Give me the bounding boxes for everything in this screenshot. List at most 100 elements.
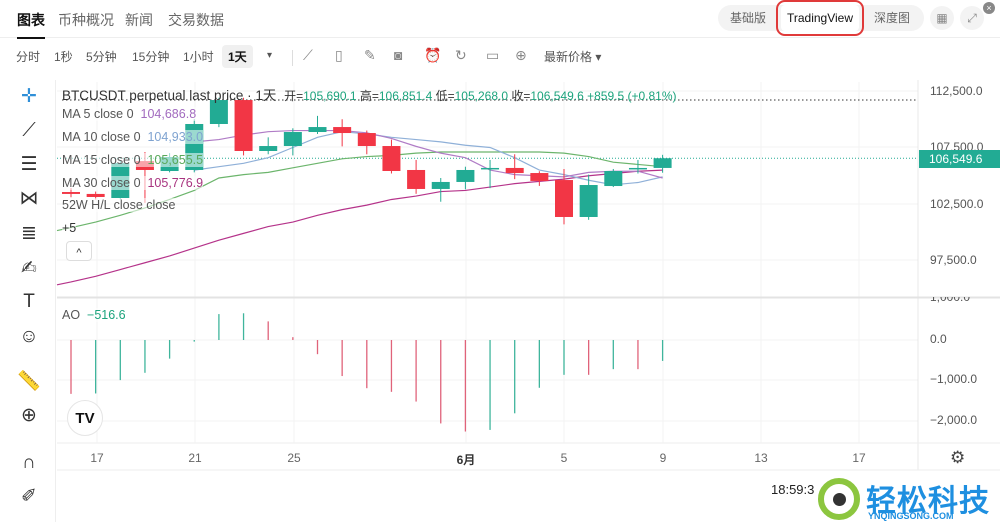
ohlc-values: 开=105,690.1 高=106,851.4 低=105,268.0 收=10…: [284, 89, 676, 103]
time-tick: 13: [754, 451, 768, 465]
time-tick: 6月: [456, 453, 476, 467]
candle-type-icon[interactable]: ▯: [335, 47, 343, 63]
candle-body: [86, 193, 105, 197]
collapse-legend-button[interactable]: ^: [66, 241, 92, 261]
time-tick: 5: [560, 451, 568, 465]
ao-tick: 0.0: [930, 332, 947, 346]
logo-ring: [818, 478, 860, 520]
brush-icon[interactable]: ✍: [21, 258, 37, 279]
drawing-toolbar: ✛ ⟋ ☰ ⋈ ≣ ✍ T ☺ 📏 ⊕ ∩ ✐: [0, 80, 56, 522]
candle-body: [308, 127, 327, 133]
ao-tick: −2,000.0: [930, 413, 978, 427]
camera-icon[interactable]: ◙: [394, 47, 403, 63]
interval-15m[interactable]: 15分钟: [132, 50, 170, 64]
high-label: 高=: [359, 89, 379, 103]
close-icon[interactable]: ×: [983, 2, 995, 14]
alarm-icon[interactable]: ⏰: [424, 47, 442, 63]
candle-body: [555, 180, 573, 217]
watermark-logo: 轻松科技 YNQINGSONG.COM: [816, 476, 1000, 522]
replay-icon[interactable]: ↻: [455, 47, 467, 63]
price-tick: 97,500.0: [930, 253, 977, 267]
interval-1s[interactable]: 1秒: [54, 50, 73, 64]
more-indicators[interactable]: +5: [62, 221, 77, 235]
emoji-icon[interactable]: ☺: [19, 326, 39, 347]
price-type-select[interactable]: 最新价格 ▾: [544, 50, 602, 64]
magnet-icon[interactable]: ∩: [22, 452, 36, 473]
chart-toolbar: 分时 1秒 5分钟 15分钟 1小时 1天 ▾ ⟋ ▯ ✎ ◙ ⏰ ↻ ▭ ⊕ …: [0, 42, 1000, 72]
ruler-icon[interactable]: 📏: [17, 371, 41, 392]
price-tick: 112,500.0: [930, 84, 983, 98]
ao-value: −516.6: [87, 308, 126, 322]
candle-body: [579, 185, 598, 217]
candle-body: [431, 181, 450, 189]
low-label: 低=: [435, 89, 455, 103]
ma30-legend[interactable]: MA 30 close 0 105,776.9: [62, 176, 204, 190]
fullscreen-icon[interactable]: ⤢: [960, 6, 984, 30]
time-tick: 17: [90, 451, 104, 465]
tab-news[interactable]: 新闻: [125, 12, 153, 28]
candle-body: [283, 132, 302, 147]
interval-1h[interactable]: 1小时: [183, 50, 214, 64]
view-basic[interactable]: 基础版: [729, 11, 766, 25]
view-depth[interactable]: 深度图: [873, 11, 910, 25]
ma30-value: 105,776.9: [147, 176, 204, 190]
open-label: 开=: [284, 89, 304, 103]
candle-body: [530, 173, 549, 181]
ao-legend[interactable]: AO −516.6: [62, 308, 126, 322]
open-value: 105,690.1: [303, 89, 357, 103]
time-tick: 21: [188, 451, 202, 465]
last-price-label: 106,549.6: [919, 150, 1000, 168]
high-value: 106,851.4: [378, 89, 433, 103]
candle-body: [259, 146, 278, 151]
ma10-line: [194, 131, 663, 186]
clock: 18:59:3: [771, 482, 815, 497]
tab-coin-overview[interactable]: 币种概况: [58, 12, 114, 28]
tab-chart[interactable]: 图表: [17, 12, 45, 39]
view-switch: 基础版 TradingView 深度图: [718, 0, 924, 36]
add-icon[interactable]: ⊕: [515, 47, 527, 63]
crosshair-icon[interactable]: ✛: [21, 86, 37, 107]
ma15-value: 105,655.5: [147, 153, 204, 167]
change-value: +859.5 (+0.81%): [587, 89, 677, 103]
ma10-legend[interactable]: MA 10 close 0 104,933.0: [62, 130, 204, 144]
symbol-title: BTCUSDT perpetual last price · 1天: [62, 88, 277, 103]
time-tick: 9: [659, 451, 667, 465]
ma30-line: [56, 169, 663, 286]
candle-body: [62, 192, 80, 194]
time-tick: 17: [852, 451, 866, 465]
candle-body: [333, 127, 352, 134]
pencil-icon[interactable]: ✎: [364, 47, 376, 63]
ao-tick: 1,000.0: [930, 290, 971, 304]
text-icon[interactable]: T: [23, 291, 35, 312]
interval-tick[interactable]: 分时: [16, 50, 41, 64]
interval-dropdown[interactable]: ▾: [267, 50, 273, 61]
tradingview-logo[interactable]: TV: [67, 400, 103, 436]
candle-body: [505, 167, 524, 174]
horizontal-lines-icon[interactable]: ☰: [20, 154, 38, 175]
candle-body: [357, 133, 376, 147]
tab-trading-data[interactable]: 交易数据: [168, 12, 224, 28]
time-tick: 25: [287, 451, 301, 465]
chart-settings-icon[interactable]: ⚙: [950, 448, 966, 467]
layout-grid-icon[interactable]: ▦: [930, 6, 954, 30]
trend-line-icon[interactable]: ⟋: [22, 120, 36, 141]
lock-pencil-icon[interactable]: ✐: [21, 486, 37, 507]
view-tradingview[interactable]: TradingView: [776, 0, 864, 36]
candle-body: [456, 169, 475, 182]
interval-1d[interactable]: 1天: [222, 45, 253, 68]
candle-body: [628, 167, 647, 170]
hl-legend[interactable]: 52W H/L close close: [62, 198, 176, 212]
candle-body: [653, 158, 672, 168]
interval-5m[interactable]: 5分钟: [86, 50, 117, 64]
calendar-icon[interactable]: ▭: [486, 47, 500, 63]
candle-body: [604, 171, 623, 187]
candle-body: [234, 100, 253, 151]
ma30-label: MA 30 close 0: [62, 176, 141, 190]
zoom-in-icon[interactable]: ⊕: [21, 405, 37, 426]
fib-icon[interactable]: ≣: [21, 223, 37, 244]
ma15-legend[interactable]: MA 15 close 0 105,655.5: [62, 153, 204, 167]
pattern-icon[interactable]: ⋈: [19, 188, 39, 209]
ma5-legend[interactable]: MA 5 close 0 104,686.8: [62, 107, 197, 121]
indicator-icon[interactable]: ⟋: [303, 47, 313, 63]
